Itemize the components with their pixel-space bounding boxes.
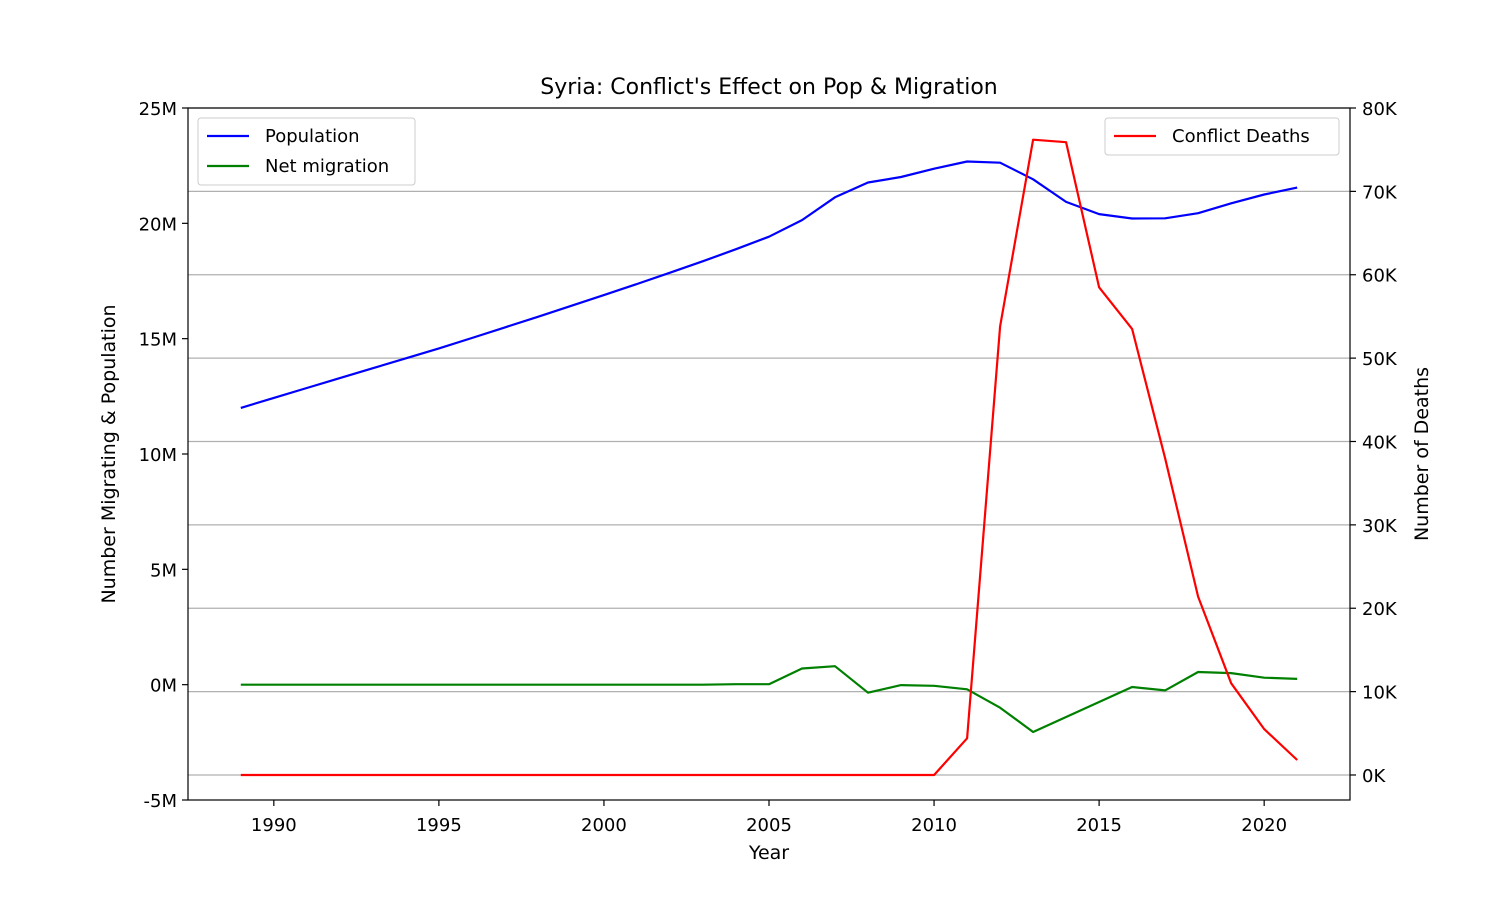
left-y-tick-label: 10M	[139, 445, 177, 466]
left-y-tick-label: 20M	[139, 214, 177, 235]
left-y-tick-label: 5M	[150, 560, 177, 581]
right-y-tick-label: 30K	[1362, 516, 1398, 537]
right-y-axis-ticks: 0K 10K 20K 30K 40K 50K 60K 70K 80K	[1350, 99, 1398, 787]
right-y-tick-label: 60K	[1362, 266, 1398, 287]
legend-right: Conflict Deaths	[1104, 117, 1340, 156]
x-tick-label: 2015	[1076, 815, 1122, 836]
legend-population-label: Population	[265, 126, 360, 147]
right-y-tick-label: 20K	[1362, 599, 1398, 620]
left-y-tick-label: 25M	[139, 99, 177, 120]
x-tick-label: 2000	[581, 815, 627, 836]
grid-lines	[188, 107, 1350, 776]
right-y-axis-label: Number of Deaths	[1411, 367, 1433, 541]
left-y-axis-ticks: -5M 0M 5M 10M 15M 20M 25M	[139, 99, 188, 812]
legend-conflict-deaths-label: Conflict Deaths	[1172, 126, 1310, 147]
legend-right-box	[1104, 117, 1340, 156]
x-tick-label: 1995	[416, 815, 462, 836]
right-y-tick-label: 40K	[1362, 432, 1398, 453]
legend-net-migration-label: Net migration	[265, 156, 389, 177]
left-y-tick-label: 15M	[139, 330, 177, 351]
right-y-tick-label: 80K	[1362, 99, 1398, 120]
legend-left-box	[197, 117, 416, 186]
x-tick-label: 2005	[746, 815, 792, 836]
right-y-tick-label: 10K	[1362, 683, 1398, 704]
x-axis-label: Year	[748, 842, 789, 864]
chart-title: Syria: Conflict's Effect on Pop & Migrat…	[540, 75, 997, 100]
left-y-tick-label: -5M	[144, 791, 177, 812]
left-y-tick-label: 0M	[150, 676, 177, 697]
series-line-population	[240, 160, 1298, 409]
right-y-tick-label: 50K	[1362, 349, 1398, 370]
right-y-tick-label: 70K	[1362, 182, 1398, 203]
x-tick-label: 2010	[911, 815, 957, 836]
legend-left: Population Net migration	[197, 117, 416, 186]
right-y-tick-label: 0K	[1362, 766, 1386, 787]
plot-area-frame	[187, 107, 1351, 801]
x-axis-ticks: 1990 1995 2000 2005 2010 2015 2020	[251, 800, 1287, 836]
left-y-axis-label: Number Migrating & Population	[98, 304, 120, 603]
series-line-net-migration	[240, 665, 1298, 734]
series-line-conflict-deaths	[240, 138, 1298, 777]
series-lines	[240, 138, 1298, 777]
x-tick-label: 2020	[1241, 815, 1287, 836]
x-tick-label: 1990	[251, 815, 297, 836]
